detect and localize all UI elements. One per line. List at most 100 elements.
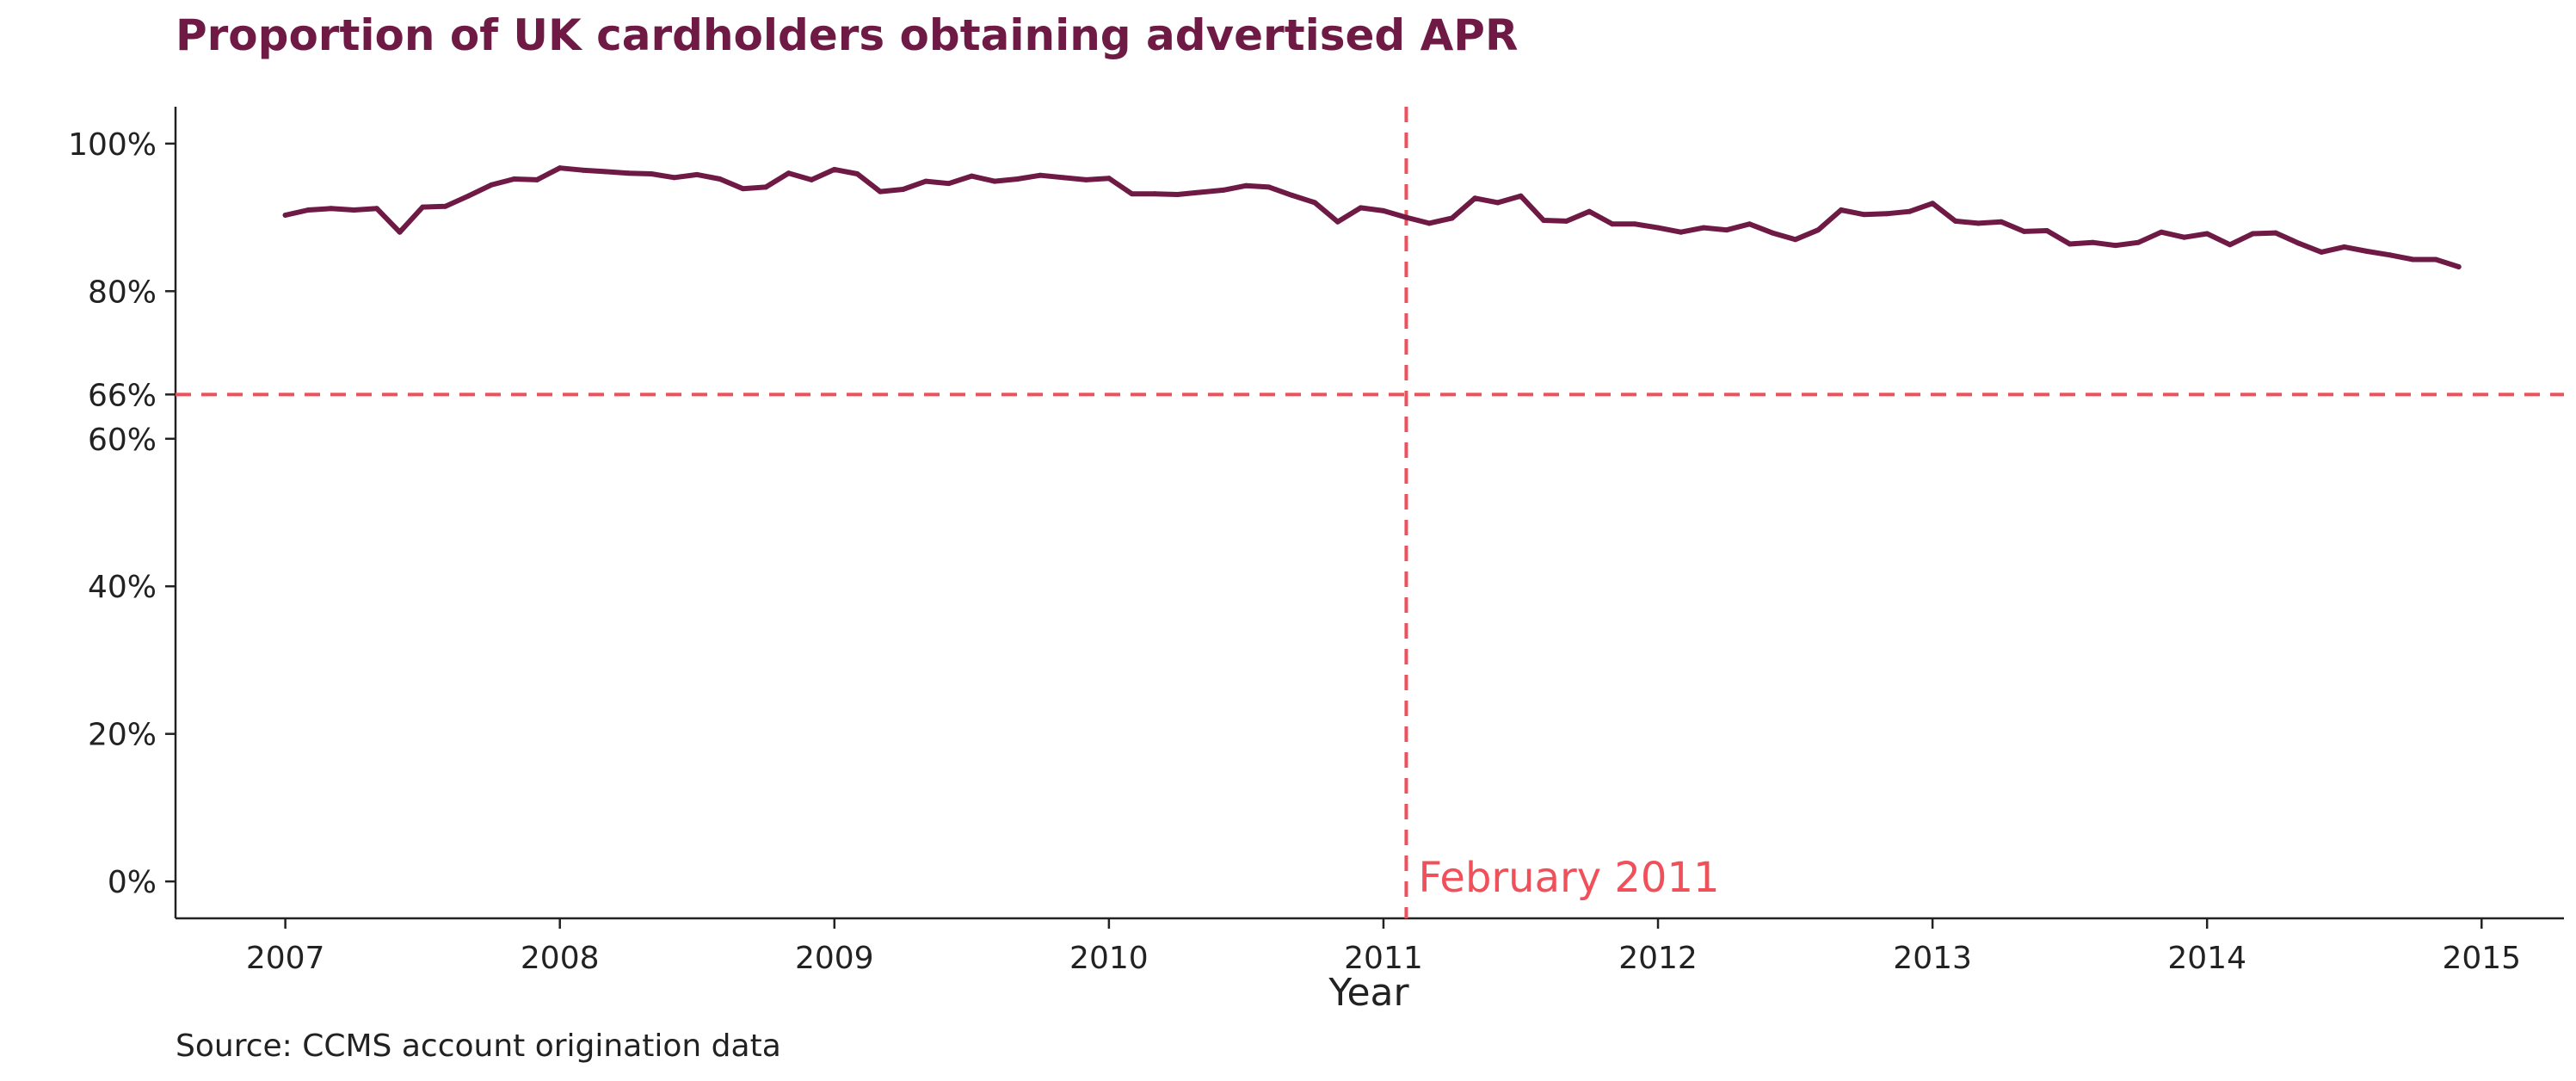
data-point	[1243, 182, 1249, 188]
data-point	[1494, 200, 1501, 206]
y-tick-label: 66%	[88, 378, 157, 413]
data-point	[397, 229, 403, 235]
data-point	[602, 169, 608, 175]
data-point	[328, 206, 334, 212]
data-point	[1358, 205, 1364, 211]
data-point	[2112, 243, 2118, 249]
data-point	[1014, 176, 1020, 182]
data-point	[2456, 264, 2462, 270]
data-point	[1038, 172, 1044, 178]
x-tick-label: 2007	[246, 941, 325, 976]
x-axis-title: Year	[1328, 971, 1409, 1015]
data-point	[557, 165, 563, 171]
feb-2011-annotation: February 2011	[1418, 854, 1719, 902]
data-point	[991, 178, 997, 184]
data-point	[1563, 218, 1569, 224]
data-point	[1427, 220, 1433, 226]
x-tick-label: 2014	[2167, 941, 2246, 976]
data-point	[1334, 219, 1340, 225]
data-point	[1198, 189, 1204, 195]
data-point	[1403, 214, 1409, 220]
y-tick-label: 0%	[108, 865, 157, 900]
y-tick-label: 80%	[88, 275, 157, 310]
data-point	[1380, 207, 1386, 213]
data-point	[1998, 219, 2004, 225]
data-point	[351, 207, 357, 213]
data-point	[2044, 228, 2050, 234]
data-point	[923, 178, 929, 184]
data-point	[2204, 231, 2210, 237]
data-point	[442, 203, 448, 209]
x-tick-label: 2011	[1344, 941, 1423, 976]
series-points	[282, 165, 2462, 270]
data-point	[671, 175, 677, 181]
chart-title: Proportion of UK cardholders obtaining a…	[176, 10, 1518, 60]
data-point	[1174, 192, 1180, 198]
data-point	[305, 207, 311, 213]
data-point	[2159, 229, 2165, 235]
data-point	[534, 176, 540, 182]
data-point	[1312, 200, 1318, 206]
data-point	[1129, 191, 1135, 197]
data-point	[717, 176, 723, 182]
data-point	[2250, 231, 2256, 237]
data-point	[969, 173, 975, 179]
data-point	[1632, 221, 1638, 227]
data-point	[900, 187, 906, 193]
data-point	[1723, 227, 1729, 233]
data-point	[1952, 218, 1958, 224]
data-point	[694, 171, 700, 177]
x-tick-label: 2009	[795, 941, 874, 976]
data-point	[854, 171, 860, 177]
data-point	[2387, 252, 2393, 258]
y-tick-label: 40%	[88, 570, 157, 605]
plot-area: 0%20%40%60%66%80%100% 2007 2008 2009 2010 20…	[68, 107, 2564, 976]
data-point	[465, 193, 471, 199]
data-point	[1266, 184, 1273, 190]
data-point	[1083, 176, 1089, 182]
data-point	[2272, 230, 2278, 236]
data-point	[1587, 208, 1593, 214]
data-point	[1289, 192, 1295, 198]
y-tick-label: 100%	[68, 127, 157, 163]
data-point	[373, 206, 379, 212]
data-point	[2227, 242, 2233, 248]
data-point	[282, 213, 288, 219]
x-tick-label: 2015	[2442, 941, 2521, 976]
data-point	[1930, 201, 1936, 207]
source-note: Source: CCMS account origination data	[176, 1028, 781, 1064]
data-point	[2364, 249, 2370, 255]
data-point	[1655, 225, 1661, 231]
data-point	[2433, 256, 2439, 263]
data-point	[1220, 187, 1226, 193]
data-point	[1907, 208, 1913, 214]
data-point	[1449, 215, 1455, 221]
data-point	[1518, 193, 1524, 199]
data-point	[2135, 239, 2142, 245]
data-point	[1769, 230, 1775, 236]
data-point	[1815, 227, 1821, 233]
data-point	[2319, 249, 2325, 255]
data-point	[649, 171, 655, 177]
data-point	[1609, 221, 1615, 227]
data-point	[786, 170, 792, 176]
series-line	[282, 165, 2462, 269]
data-point	[2090, 239, 2096, 245]
data-point	[1541, 218, 1547, 224]
data-point	[2296, 240, 2302, 246]
data-point	[2067, 241, 2073, 247]
y-ticks: 0% 20% 40% 60% 66% 80% 100%	[68, 127, 176, 900]
data-point	[2021, 228, 2027, 234]
x-tick-label: 2013	[1893, 941, 1972, 976]
y-tick-label: 20%	[88, 718, 157, 753]
x-tick-label: 2012	[1618, 941, 1698, 976]
data-point	[420, 204, 426, 210]
data-point	[1678, 229, 1684, 235]
data-point	[1883, 211, 1889, 217]
data-point	[1152, 191, 1158, 197]
data-point	[1472, 195, 1478, 201]
y-tick-label: 60%	[88, 423, 157, 458]
data-point	[763, 184, 769, 190]
data-point	[2181, 234, 2187, 240]
